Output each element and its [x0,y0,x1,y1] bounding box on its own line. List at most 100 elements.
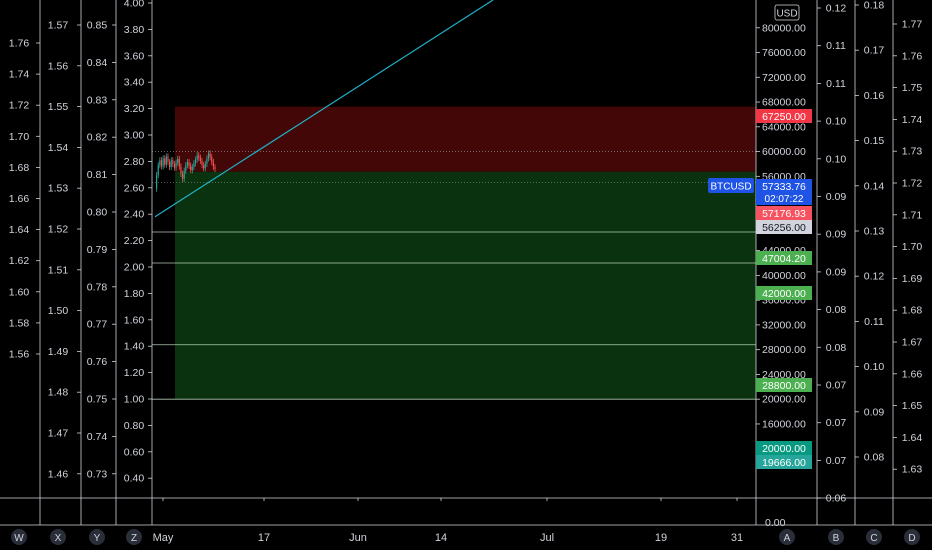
scale-W-label-9: 1.58 [9,317,30,329]
axis-button-w[interactable] [11,529,27,545]
scale-A-label-1: 0.11 [826,40,846,52]
axis-button-label-x: X [55,533,62,544]
price-tag-3[interactable] [756,220,812,234]
take-profit-zone[interactable] [175,171,756,400]
axis-button-label-d: D [908,533,915,544]
scale-C-label-9: 1.68 [902,305,923,317]
scale-W-label-8: 1.60 [9,286,30,298]
scale-W-label-4: 1.68 [9,162,30,174]
axis-button-label-z: Z [131,533,137,544]
scale-X-label-9: 1.48 [48,387,69,399]
axis-button-label-w: W [14,533,24,544]
scale-Y-label-12: 0.73 [87,468,108,480]
candle-5 [162,158,164,167]
candle-37 [214,167,216,170]
axis-button-y[interactable] [89,529,105,545]
time-axis-label-1: 17 [258,532,270,544]
price-tag-2[interactable] [756,206,812,220]
axis-button-label-b: B [833,533,840,544]
scale-Z-label-14: 1.20 [124,367,145,379]
currency-badge[interactable] [774,4,800,21]
time-axis-label-3: 14 [435,532,447,544]
currency-label: USD [776,9,797,20]
candle-33 [207,153,210,159]
candle-17 [181,173,184,179]
price-tag-5[interactable] [756,286,812,300]
symbol-label: BTCUSD [710,182,751,193]
price-axis-label-16: 80000.00 [762,22,806,34]
scale-X-label-1: 1.56 [48,60,69,72]
candle-11 [172,160,174,164]
scale-A-label-10: 0.07 [826,380,847,392]
axis-button-z[interactable] [126,529,142,545]
axis-button-a[interactable] [779,529,795,545]
scale-Z-label-0: 4.00 [124,0,145,10]
candle-25 [194,159,197,164]
candle-14 [177,159,179,163]
price-tag-label-1: 57333.76 [762,181,806,193]
price-tag-4[interactable] [756,251,812,265]
axis-button-d[interactable] [904,529,920,545]
time-axis-label-0: May [153,532,174,544]
scale-Y-label-5: 0.80 [87,207,108,219]
scale-Z-label-18: 0.40 [124,473,145,485]
price-axis-label-4: 32000.00 [762,319,806,331]
scale-Y-label-4: 0.81 [87,169,108,181]
scale-Z-label-8: 2.40 [124,209,145,221]
price-tag-label-0: 67250.00 [762,111,806,123]
axis-button-c[interactable] [866,529,882,545]
axis-button-x[interactable] [50,529,66,545]
price-axis-label-1: 20000.00 [762,394,806,406]
time-axis-label-2: Jun [349,532,367,544]
scale-A-label-8: 0.08 [826,304,847,316]
price-tag-label-3: 56256.00 [762,222,806,234]
price-axis-label-15: 76000.00 [762,47,806,59]
symbol-badge[interactable] [708,178,754,193]
candle-2 [157,165,159,176]
candle-31 [204,163,206,169]
scale-X-label-2: 1.55 [48,101,69,113]
scale-C-label-5: 1.72 [902,178,923,190]
candle-9 [168,162,171,168]
scale-X-label-6: 1.51 [48,264,69,276]
countdown-badge [756,192,812,205]
price-tag-0[interactable] [756,109,812,123]
candle-15 [178,159,180,167]
scale-Y-label-1: 0.84 [87,57,108,69]
scale-Z-label-10: 2.00 [124,262,145,274]
scale-Y-label-6: 0.79 [87,244,108,256]
time-axis-label-5: 19 [655,532,667,544]
price-axis-label-3: 28000.00 [762,344,806,356]
scale-W-label-5: 1.66 [9,193,30,205]
scale-X-label-4: 1.53 [48,183,69,195]
candle-23 [191,167,193,171]
candle-4 [160,160,163,167]
price-axis-label-11: 60000.00 [762,146,806,158]
scale-B-label-5: 0.13 [864,226,885,238]
scale-Y-label-11: 0.74 [87,431,108,443]
scale-C-label-7: 1.70 [902,241,923,253]
price-tag-8[interactable] [756,455,812,469]
scale-B-label-4: 0.14 [864,180,885,192]
scale-C-label-3: 1.74 [902,114,923,126]
stop-loss-zone[interactable] [175,106,756,172]
candle-6 [164,158,166,165]
candle-30 [203,165,205,169]
scale-W-label-7: 1.62 [9,255,30,267]
scale-C-label-1: 1.76 [902,50,923,62]
scale-A-label-12: 0.07 [826,455,847,467]
scale-Y-label-10: 0.75 [87,394,108,406]
scale-A-label-4: 0.10 [826,153,847,165]
price-axis-label-6: 40000.00 [762,270,806,282]
scale-B-label-8: 0.10 [864,361,885,373]
price-tag-7[interactable] [756,441,812,455]
price-tag-6[interactable] [756,378,812,392]
scale-X-label-10: 1.47 [48,428,69,440]
scale-A-label-9: 0.08 [826,342,847,354]
axis-button-b[interactable] [828,529,844,545]
trend-line[interactable] [154,0,494,218]
price-axis-zero-label: 0.00 [765,517,786,529]
price-tag-1[interactable] [756,179,812,193]
candle-34 [209,153,211,158]
